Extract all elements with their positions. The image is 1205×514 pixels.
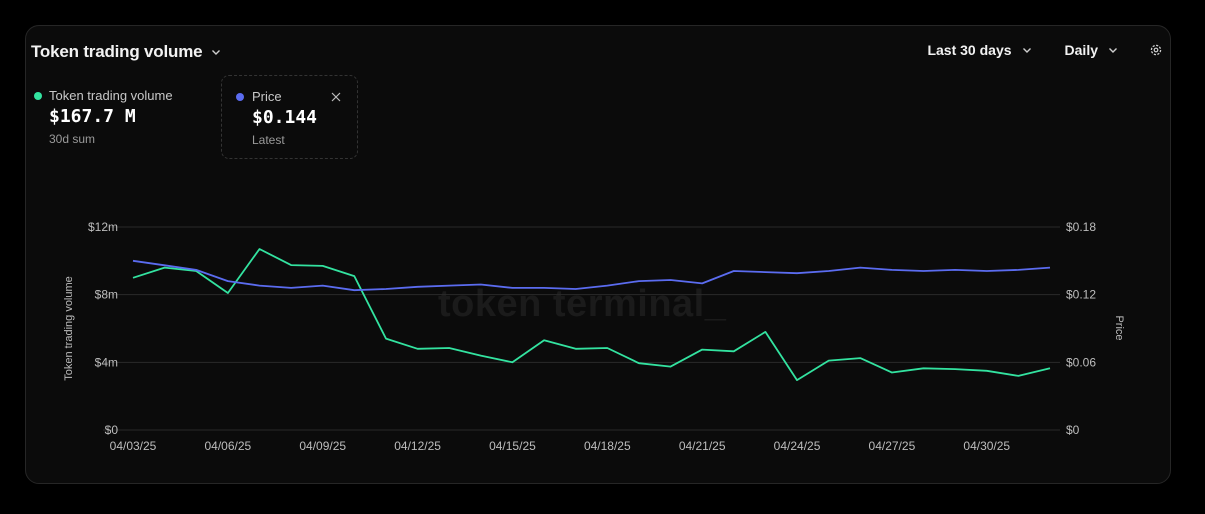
- watermark-logo: token terminal_: [438, 283, 727, 325]
- x-tick-label: 04/27/25: [869, 439, 916, 453]
- x-tick-label: 04/15/25: [489, 439, 536, 453]
- legend-price-value: $0.144: [252, 107, 318, 128]
- legend-volume-sub: 30d sum: [49, 132, 96, 146]
- chevron-down-icon: [1022, 48, 1031, 53]
- chevron-down-icon: [212, 50, 221, 55]
- x-tick-label: 04/03/25: [110, 439, 157, 453]
- legend-price-sub: Latest: [252, 133, 285, 147]
- x-tick-label: 04/12/25: [394, 439, 441, 453]
- x-tick-label: 04/21/25: [679, 439, 726, 453]
- y-tick-label: $0: [105, 423, 119, 437]
- x-tick-label: 04/18/25: [584, 439, 631, 453]
- chart-controls: Last 30 days Daily: [895, 42, 1163, 58]
- granularity-dropdown[interactable]: Daily: [1065, 42, 1119, 58]
- legend-volume[interactable]: Token trading volume $167.7 M 30d sum: [31, 75, 211, 159]
- metric-selector[interactable]: Token trading volume: [31, 42, 222, 62]
- x-tick-label: 04/24/25: [774, 439, 821, 453]
- y-axis-title: Token trading volume: [63, 276, 75, 381]
- y2-axis-title: Price: [1113, 315, 1125, 340]
- x-tick-label: 04/06/25: [205, 439, 252, 453]
- chart-title: Token trading volume: [31, 42, 203, 61]
- chart-card: [25, 25, 1171, 484]
- x-tick-label: 04/09/25: [299, 439, 346, 453]
- legend-volume-label: Token trading volume: [49, 88, 173, 103]
- gear-icon[interactable]: [1149, 43, 1163, 57]
- range-label: Last 30 days: [927, 42, 1012, 58]
- legend-volume-value: $167.7 M: [49, 106, 136, 127]
- y2-tick-label: $0.18: [1066, 220, 1096, 234]
- price-dot-icon: [236, 93, 244, 101]
- y2-tick-label: $0: [1066, 423, 1080, 437]
- granularity-label: Daily: [1064, 42, 1098, 58]
- volume-series-line: [132, 248, 1051, 382]
- legend-price[interactable]: Price $0.144 Latest: [221, 75, 358, 159]
- y2-tick-label: $0.12: [1066, 288, 1096, 302]
- y-tick-label: $12m: [88, 220, 118, 234]
- y-tick-label: $4m: [95, 355, 118, 369]
- close-icon[interactable]: [331, 92, 341, 102]
- y2-tick-label: $0.06: [1066, 355, 1096, 369]
- y-tick-label: $8m: [95, 288, 118, 302]
- legend-price-label: Price: [252, 89, 282, 104]
- x-tick-label: 04/30/25: [963, 439, 1010, 453]
- price-series-line: [132, 259, 1051, 292]
- volume-dot-icon: [34, 92, 42, 100]
- range-dropdown[interactable]: Last 30 days: [927, 42, 1032, 58]
- chevron-down-icon: [1109, 48, 1117, 53]
